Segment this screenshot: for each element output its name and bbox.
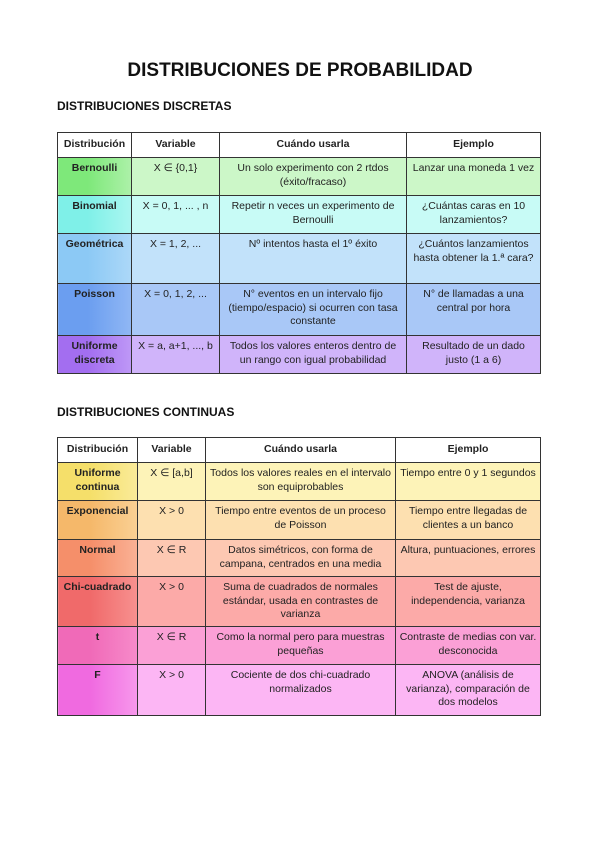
- cell-name: Geométrica: [57, 233, 132, 284]
- table-row: Chi-cuadrado X > 0 Suma de cuadrados de no…: [57, 576, 541, 627]
- cell-example: ¿Cuántos lanzamientos hasta obtener la 1…: [406, 233, 541, 284]
- cell-variable: X = 1, 2, ...: [131, 233, 220, 284]
- table-row: Exponencial X > 0 Tiempo entre eventos de …: [57, 500, 541, 540]
- table-row: Bernoulli X ∈ {0,1} Un solo experimento co…: [57, 157, 541, 196]
- column-header: Variable: [137, 437, 206, 463]
- cell-when: Todos los valores reales en el intervalo…: [205, 462, 396, 501]
- cell-when: Como la normal pero para muestras pequeñ…: [205, 626, 396, 665]
- cell-name: Poisson: [57, 283, 132, 336]
- table-row: Binomial X = 0, 1, ... , n Repetir n veces…: [57, 195, 541, 234]
- cell-name: F: [57, 664, 138, 716]
- cell-variable: X = 0, 1, ... , n: [131, 195, 220, 234]
- cell-when: Suma de cuadrados de normales estándar, …: [205, 576, 396, 627]
- cell-example: N° de llamadas a una central por hora: [406, 283, 541, 336]
- cell-variable: X ∈ {0,1}: [131, 157, 220, 196]
- cell-name: t: [57, 626, 138, 665]
- table-row: Uniforme discreta X = a, a+1, ..., b Todos…: [57, 335, 541, 374]
- cell-name: Chi-cuadrado: [57, 576, 138, 627]
- cell-when: Cociente de dos chi-cuadrado normalizado…: [205, 664, 396, 716]
- cell-when: Un solo experimento con 2 rtdos (éxito/f…: [219, 157, 407, 196]
- discrete-heading: DISTRIBUCIONES DISCRETAS: [57, 99, 232, 113]
- header-row: Distribución Variable Cuándo usarla Ejemplo: [57, 437, 541, 463]
- cell-variable: X ∈ R: [137, 539, 206, 577]
- discrete-table: Distribución Variable Cuándo usarla Ejemplo…: [57, 132, 541, 374]
- cell-when: Todos los valores enteros dentro de un r…: [219, 335, 407, 374]
- column-header: Distribución: [57, 437, 138, 463]
- cell-example: Resultado de un dado justo (1 a 6): [406, 335, 541, 374]
- cell-when: Nº intentos hasta el 1º éxito: [219, 233, 407, 284]
- column-header: Cuándo usarla: [219, 132, 407, 158]
- cell-example: Tiempo entre 0 y 1 segundos: [395, 462, 541, 501]
- cell-when: N° eventos en un intervalo fijo (tiempo/…: [219, 283, 407, 336]
- cell-variable: X ∈ [a,b]: [137, 462, 206, 501]
- header-row: Distribución Variable Cuándo usarla Ejemplo: [57, 132, 541, 158]
- continuous-heading: DISTRIBUCIONES CONTINUAS: [57, 405, 235, 419]
- column-header: Cuándo usarla: [205, 437, 396, 463]
- column-header: Variable: [131, 132, 220, 158]
- cell-when: Repetir n veces un experimento de Bernou…: [219, 195, 407, 234]
- cell-variable: X > 0: [137, 500, 206, 540]
- cell-variable: X ∈ R: [137, 626, 206, 665]
- cell-variable: X > 0: [137, 664, 206, 716]
- table-row: Geométrica X = 1, 2, ... Nº intentos hasta…: [57, 233, 541, 284]
- cell-example: Altura, puntuaciones, errores: [395, 539, 541, 577]
- page-title: DISTRIBUCIONES DE PROBABILIDAD: [127, 60, 473, 81]
- cell-when: Tiempo entre eventos de un proceso de Po…: [205, 500, 396, 540]
- column-header: Ejemplo: [406, 132, 541, 158]
- column-header: Distribución: [57, 132, 132, 158]
- cell-name: Exponencial: [57, 500, 138, 540]
- cell-name: Uniforme discreta: [57, 335, 132, 374]
- cell-variable: X > 0: [137, 576, 206, 627]
- cell-example: Lanzar una moneda 1 vez: [406, 157, 541, 196]
- cell-name: Uniforme continua: [57, 462, 138, 501]
- table-row: Uniforme continua X ∈ [a,b] Todos los valo…: [57, 462, 541, 501]
- cell-variable: X = a, a+1, ..., b: [131, 335, 220, 374]
- continuous-table: Distribución Variable Cuándo usarla Ejemplo…: [57, 437, 541, 716]
- table-row: Normal X ∈ R Datos simétricos, con forma d…: [57, 539, 541, 577]
- cell-name: Bernoulli: [57, 157, 132, 196]
- cell-name: Normal: [57, 539, 138, 577]
- cell-name: Binomial: [57, 195, 132, 234]
- cell-example: Tiempo entre llegadas de clientes a un b…: [395, 500, 541, 540]
- cell-example: ANOVA (análisis de varianza), comparació…: [395, 664, 541, 716]
- column-header: Ejemplo: [395, 437, 541, 463]
- table-row: Poisson X = 0, 1, 2, ... N° eventos en un …: [57, 283, 541, 336]
- cell-when: Datos simétricos, con forma de campana, …: [205, 539, 396, 577]
- cell-variable: X = 0, 1, 2, ...: [131, 283, 220, 336]
- cell-example: ¿Cuántas caras en 10 lanzamientos?: [406, 195, 541, 234]
- cell-example: Test de ajuste, independencia, varianza: [395, 576, 541, 627]
- cell-example: Contraste de medias con var. desconocida: [395, 626, 541, 665]
